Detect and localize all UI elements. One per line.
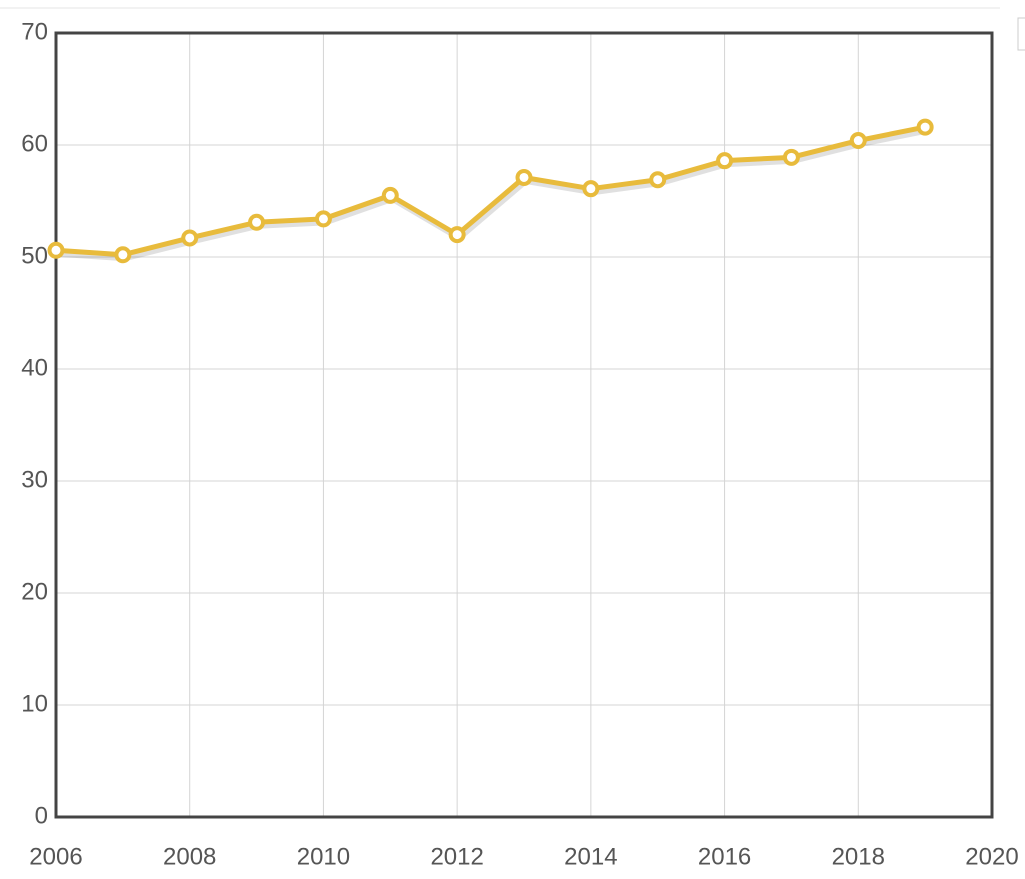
- x-tick-label: 2010: [297, 843, 350, 870]
- x-tick-label: 2020: [965, 843, 1018, 870]
- point: [114, 246, 132, 264]
- point: [582, 180, 600, 198]
- y-tick-label: 60: [21, 130, 48, 157]
- point: [716, 152, 734, 170]
- edge-box: [1017, 17, 1025, 51]
- point: [849, 132, 867, 150]
- x-tick-label: 2012: [430, 843, 483, 870]
- y-tick-label: 30: [21, 466, 48, 493]
- point: [248, 213, 266, 231]
- x-tick-label: 2008: [163, 843, 216, 870]
- y-tick-label: 10: [21, 690, 48, 717]
- series-line: [55, 124, 926, 258]
- y-tick-label: 50: [21, 242, 48, 269]
- y-tick-label: 20: [21, 578, 48, 605]
- point: [515, 168, 533, 186]
- y-tick-label: 70: [21, 18, 48, 45]
- point: [314, 210, 332, 228]
- point: [448, 226, 466, 244]
- y-tick-label: 0: [35, 802, 48, 829]
- x-tick-label: 2018: [832, 843, 885, 870]
- point: [47, 241, 65, 259]
- plot-frame: [54, 31, 994, 819]
- line-shadow: [57, 128, 928, 262]
- x-tick-label: 2016: [698, 843, 751, 870]
- point: [181, 229, 199, 247]
- point: [782, 148, 800, 166]
- y-tick-label: 40: [21, 354, 48, 381]
- x-tick-label: 2006: [29, 843, 82, 870]
- point: [649, 171, 667, 189]
- point: [916, 118, 934, 136]
- point: [381, 186, 399, 204]
- x-tick-label: 2014: [564, 843, 617, 870]
